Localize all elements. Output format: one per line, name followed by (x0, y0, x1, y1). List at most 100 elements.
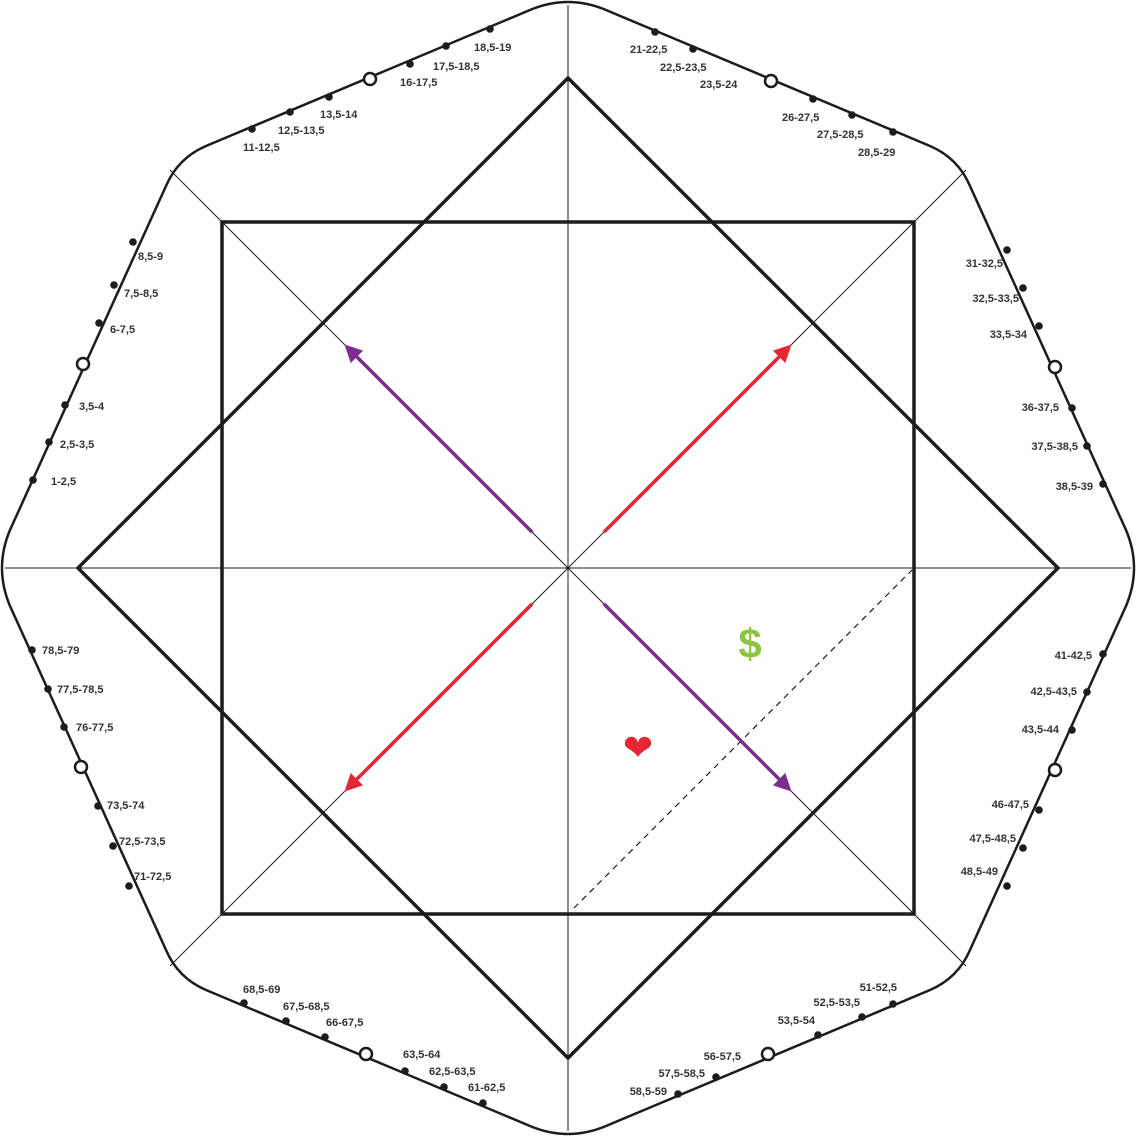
edge-dot (61, 401, 69, 409)
arrow-top-right (602, 344, 792, 534)
edge-label: 17,5-18,5 (433, 61, 479, 73)
edge-hollow-dot (75, 356, 91, 372)
edge-dot (321, 1033, 329, 1041)
edge-dot (1083, 688, 1091, 696)
edge-label: 7,5-8,5 (124, 288, 158, 300)
edge-dot (1019, 844, 1027, 852)
edge-label: 18,5-19 (474, 42, 511, 54)
edge-label: 72,5-73,5 (119, 836, 165, 848)
edge-dot (1099, 480, 1107, 488)
edge-dot (689, 45, 697, 53)
edge-dot (109, 842, 117, 850)
edge-label: 13,5-14 (320, 109, 358, 121)
diamond (75, 75, 1061, 1061)
edge-label: 42,5-43,5 (1031, 686, 1077, 698)
edge-dot (1068, 726, 1076, 734)
edge-dot (94, 802, 102, 810)
edge-label: 27,5-28,5 (817, 129, 863, 141)
edge-label: 53,5-54 (778, 1015, 816, 1027)
edge-dot (1099, 650, 1107, 658)
edge-dot (110, 281, 118, 289)
edge-dot (1019, 284, 1027, 292)
edge-label: 38,5-39 (1056, 481, 1093, 493)
edge-dot (442, 42, 450, 50)
edge-label: 76-77,5 (76, 722, 113, 734)
edge-hollow-dot (1047, 359, 1063, 375)
edge-dot (479, 1099, 487, 1107)
edge-dot (889, 1000, 897, 1008)
edge-dot (95, 319, 103, 327)
edge-label: 77,5-78,5 (57, 684, 103, 696)
edge-dot (129, 238, 137, 246)
edge-label: 66-67,5 (326, 1017, 363, 1029)
edge-dot (486, 25, 494, 33)
edge-dot (809, 95, 817, 103)
edge-dot (1003, 246, 1011, 254)
labels-top-right: 21-22,5 22,5-23,5 23,5-24 26-27,5 27,5-2… (630, 44, 895, 159)
edge-dots (28, 25, 1107, 1107)
inner-square (220, 220, 916, 916)
edge-dot (401, 1067, 409, 1075)
edge-dot (29, 476, 37, 484)
edge-label: 12,5-13,5 (278, 125, 324, 137)
spokes (5, 5, 1131, 1131)
edge-label: 71-72,5 (134, 871, 171, 883)
edge-dot (1035, 806, 1043, 814)
edge-dot (814, 1031, 822, 1039)
edge-label: 16-17,5 (400, 77, 437, 89)
edge-label: 8,5-9 (138, 251, 163, 263)
edge-label: 2,5-3,5 (60, 439, 94, 451)
edge-label: 63,5-64 (403, 1049, 441, 1061)
edge-dot (1003, 882, 1011, 890)
arrow-bottom-left (344, 602, 534, 792)
edge-label: 61-62,5 (468, 1082, 505, 1094)
labels-left-lower: 71-72,5 72,5-73,5 73,5-74 76-77,5 77,5-7… (42, 645, 171, 883)
edge-dot (240, 999, 248, 1007)
edge-label: 33,5-34 (990, 329, 1028, 341)
edge-label: 62,5-63,5 (429, 1066, 475, 1078)
arrow-bottom-right (602, 602, 792, 792)
edge-label: 48,5-49 (961, 866, 998, 878)
edge-label: 58,5-59 (630, 1086, 667, 1098)
edge-label: 23,5-24 (700, 79, 738, 91)
edge-hollow-dot (73, 759, 89, 775)
edge-label: 51-52,5 (860, 982, 897, 994)
edge-dot (60, 723, 68, 731)
edge-dot (406, 60, 414, 68)
edge-label: 46-47,5 (992, 799, 1029, 811)
edge-dot (282, 1017, 290, 1025)
labels-bottom-left: 61-62,5 62,5-63,5 63,5-64 66-67,5 67,5-6… (243, 984, 505, 1094)
edge-dot (889, 128, 897, 136)
edge-dot (28, 646, 36, 654)
edge-label: 67,5-68,5 (283, 1001, 329, 1013)
dashed-diagonal (573, 569, 913, 909)
dollar-icon: $ (738, 620, 761, 667)
labels-right-lower: 41-42,5 42,5-43,5 43,5-44 46-47,5 47,5-4… (961, 650, 1092, 878)
labels-left-upper: 1-2,5 2,5-3,5 3,5-4 6-7,5 7,5-8,5 8,5-9 (51, 251, 163, 488)
edge-label: 36-37,5 (1022, 402, 1059, 414)
edge-dot (1035, 322, 1043, 330)
edge-dot (248, 125, 256, 133)
edge-label: 32,5-33,5 (973, 293, 1019, 305)
edge-hollow-dot (763, 73, 779, 89)
edge-dot (651, 28, 659, 36)
edge-label: 31-32,5 (966, 258, 1003, 270)
edge-label: 52,5-53,5 (814, 997, 860, 1009)
edge-label: 26-27,5 (782, 112, 819, 124)
edge-label: 41-42,5 (1055, 650, 1092, 662)
edge-label: 57,5-58,5 (659, 1068, 705, 1080)
edge-label: 73,5-74 (107, 800, 145, 812)
arrow-top-left (344, 344, 534, 534)
edge-label: 1-2,5 (51, 476, 76, 488)
edge-dot (848, 111, 856, 119)
edge-dot (44, 685, 52, 693)
edge-label: 6-7,5 (110, 324, 135, 336)
edge-label: 28,5-29 (858, 147, 895, 159)
labels-right-upper: 31-32,5 32,5-33,5 33,5-34 36-37,5 37,5-3… (966, 258, 1093, 493)
edge-dot (286, 108, 294, 116)
edge-label: 37,5-38,5 (1032, 441, 1078, 453)
labels-bottom-right: 51-52,5 52,5-53,5 53,5-54 56-57,5 57,5-5… (630, 982, 897, 1098)
edge-dot (674, 1090, 682, 1098)
edge-label: 3,5-4 (79, 401, 105, 413)
